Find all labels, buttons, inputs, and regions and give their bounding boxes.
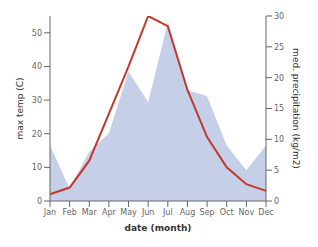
svg-text:Oct: Oct — [220, 208, 234, 217]
svg-text:Aug: Aug — [180, 208, 196, 217]
svg-text:10: 10 — [32, 163, 42, 172]
svg-text:Nov: Nov — [239, 208, 255, 217]
svg-text:Jun: Jun — [141, 208, 155, 217]
svg-text:Apr: Apr — [102, 208, 117, 217]
svg-text:med. precipitation (kg/m2): med. precipitation (kg/m2) — [291, 48, 301, 169]
svg-text:10: 10 — [274, 135, 284, 144]
svg-text:50: 50 — [32, 29, 42, 38]
svg-text:20: 20 — [32, 130, 42, 139]
svg-text:Sep: Sep — [200, 208, 215, 217]
svg-text:30: 30 — [274, 12, 284, 21]
svg-text:30: 30 — [32, 96, 42, 105]
svg-text:5: 5 — [274, 166, 279, 175]
svg-text:40: 40 — [32, 62, 42, 71]
svg-text:Jul: Jul — [162, 208, 173, 217]
svg-text:date (month): date (month) — [125, 223, 192, 233]
svg-text:Mar: Mar — [82, 208, 98, 217]
svg-text:Jan: Jan — [43, 208, 56, 217]
svg-text:Dec: Dec — [258, 208, 273, 217]
svg-text:25: 25 — [274, 43, 284, 52]
svg-text:20: 20 — [274, 74, 284, 83]
svg-text:15: 15 — [274, 104, 284, 113]
svg-text:May: May — [120, 208, 137, 217]
svg-text:Feb: Feb — [63, 208, 77, 217]
svg-text:max temp (C): max temp (C) — [15, 77, 25, 139]
svg-text:0: 0 — [274, 197, 279, 206]
svg-text:0: 0 — [37, 197, 42, 206]
